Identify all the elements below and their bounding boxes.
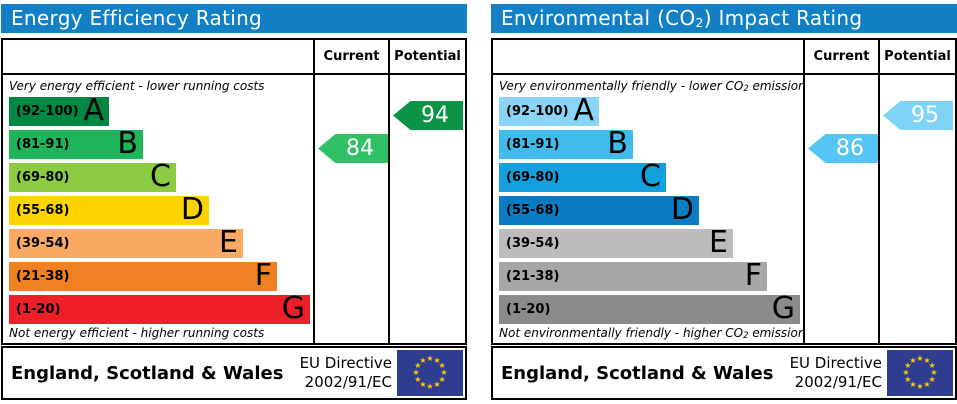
band-range-label: (55-68): [506, 203, 560, 218]
band-d: (55-68) D: [499, 192, 699, 227]
band-d: (55-68) D: [9, 192, 209, 227]
current-column-header: Current: [803, 40, 878, 75]
band-letter: F: [254, 258, 272, 293]
directive-line2: 2002/91/EC: [304, 373, 392, 391]
band-range-label: (1-20): [16, 302, 61, 317]
band-letter: E: [219, 225, 238, 260]
band-g: (1-20) G: [499, 291, 800, 326]
band-f: (21-38) F: [499, 258, 767, 293]
region-label: England, Scotland & Wales: [11, 362, 284, 384]
current-rating-arrow: 86: [808, 134, 878, 163]
energy-efficiency-panel: Energy Efficiency Rating Current Potenti…: [1, 4, 467, 400]
bottom-hint-text: Not environmentally friendly - higher CO: [499, 326, 744, 340]
header-blank-cell: [3, 40, 313, 75]
band-letter: D: [670, 192, 694, 227]
bottom-hint-text: Not energy efficient - higher running co…: [9, 326, 265, 340]
bottom-hint-text-post: emissions: [752, 326, 803, 340]
panel-title: Environmental (CO2) Impact Rating: [491, 4, 957, 33]
band-range-label: (55-68): [16, 203, 70, 218]
band-letter: G: [771, 291, 795, 326]
bottom-hint-subscript: 2: [743, 329, 749, 340]
band-list: (92-100) A (81-91) B (69-80) C (55-68) D (39…: [499, 93, 803, 326]
footer: England, Scotland & Wales EU Directive 2…: [1, 346, 467, 400]
rating-table: Current Potential Very environmentally f…: [491, 38, 957, 345]
current-column: 86: [803, 75, 878, 343]
band-letter: B: [117, 126, 138, 161]
current-column-header: Current: [313, 40, 388, 75]
band-range-label: (81-91): [16, 137, 70, 152]
band-letter: C: [150, 159, 171, 194]
top-hint-subscript: 2: [743, 82, 749, 93]
bottom-hint: Not environmentally friendly - higher CO…: [493, 326, 803, 340]
band-range-label: (92-100): [16, 104, 79, 119]
band-f: (21-38) F: [9, 258, 277, 293]
band-letter: C: [640, 159, 661, 194]
band-a: (92-100) A: [9, 93, 109, 128]
bands-area: Very environmentally friendly - lower CO…: [493, 75, 803, 343]
title-text-post: ) Impact Rating: [703, 6, 863, 30]
band-range-label: (81-91): [506, 137, 560, 152]
band-range-label: (39-54): [16, 236, 70, 251]
top-hint-text-post: emissions: [752, 79, 803, 93]
directive-line1: EU Directive: [299, 354, 392, 373]
band-e: (39-54) E: [9, 225, 243, 260]
band-c: (69-80) C: [499, 159, 666, 194]
band-a: (92-100) A: [499, 93, 599, 128]
bottom-hint: Not energy efficient - higher running co…: [3, 326, 313, 340]
potential-rating-arrow: 94: [393, 101, 463, 130]
eu-directive-label: EU Directive 2002/91/EC: [300, 354, 397, 392]
band-range-label: (1-20): [506, 302, 551, 317]
current-rating-arrow: 84: [318, 134, 388, 163]
header-blank-cell: [493, 40, 803, 75]
region-label: England, Scotland & Wales: [501, 362, 774, 384]
band-letter: G: [281, 291, 305, 326]
potential-column: 95: [878, 75, 955, 343]
band-range-label: (69-80): [506, 170, 560, 185]
footer: England, Scotland & Wales EU Directive 2…: [491, 346, 957, 400]
band-letter: E: [709, 225, 728, 260]
bands-area: Very energy efficient - lower running co…: [3, 75, 313, 343]
band-range-label: (39-54): [506, 236, 560, 251]
band-letter: A: [83, 93, 104, 128]
band-letter: D: [180, 192, 204, 227]
eu-flag: ★ ★ ★ ★ ★ ★ ★ ★ ★ ★ ★ ★: [887, 350, 953, 396]
band-c: (69-80) C: [9, 159, 176, 194]
band-g: (1-20) G: [9, 291, 310, 326]
top-hint-text: Very energy efficient - lower running co…: [9, 79, 265, 93]
eu-directive-label: EU Directive 2002/91/EC: [790, 354, 887, 392]
potential-column-header: Potential: [388, 40, 465, 75]
band-letter: A: [573, 93, 594, 128]
band-range-label: (21-38): [16, 269, 70, 284]
current-column: 84: [313, 75, 388, 343]
rating-table: Current Potential Very energy efficient …: [1, 38, 467, 345]
band-range-label: (92-100): [506, 104, 569, 119]
band-range-label: (69-80): [16, 170, 70, 185]
potential-column-header: Potential: [878, 40, 955, 75]
band-letter: F: [744, 258, 762, 293]
potential-rating-arrow: 95: [883, 101, 953, 130]
top-hint: Very energy efficient - lower running co…: [3, 75, 313, 97]
eu-flag: ★ ★ ★ ★ ★ ★ ★ ★ ★ ★ ★ ★: [397, 350, 463, 396]
directive-line1: EU Directive: [789, 354, 882, 373]
panel-title: Energy Efficiency Rating: [1, 4, 467, 33]
band-b: (81-91) B: [9, 126, 143, 161]
top-hint: Very environmentally friendly - lower CO…: [493, 75, 803, 97]
band-b: (81-91) B: [499, 126, 633, 161]
top-hint-text: Very environmentally friendly - lower CO: [499, 79, 744, 93]
band-letter: B: [607, 126, 628, 161]
title-subscript: 2: [695, 15, 704, 31]
band-range-label: (21-38): [506, 269, 560, 284]
potential-column: 94: [388, 75, 465, 343]
title-text: Environmental (CO: [501, 6, 696, 30]
title-text: Energy Efficiency Rating: [11, 6, 263, 30]
environmental-impact-panel: Environmental (CO2) Impact Rating Curren…: [491, 4, 957, 400]
band-list: (92-100) A (81-91) B (69-80) C (55-68) D (39…: [9, 93, 313, 326]
directive-line2: 2002/91/EC: [794, 373, 882, 391]
band-e: (39-54) E: [499, 225, 733, 260]
